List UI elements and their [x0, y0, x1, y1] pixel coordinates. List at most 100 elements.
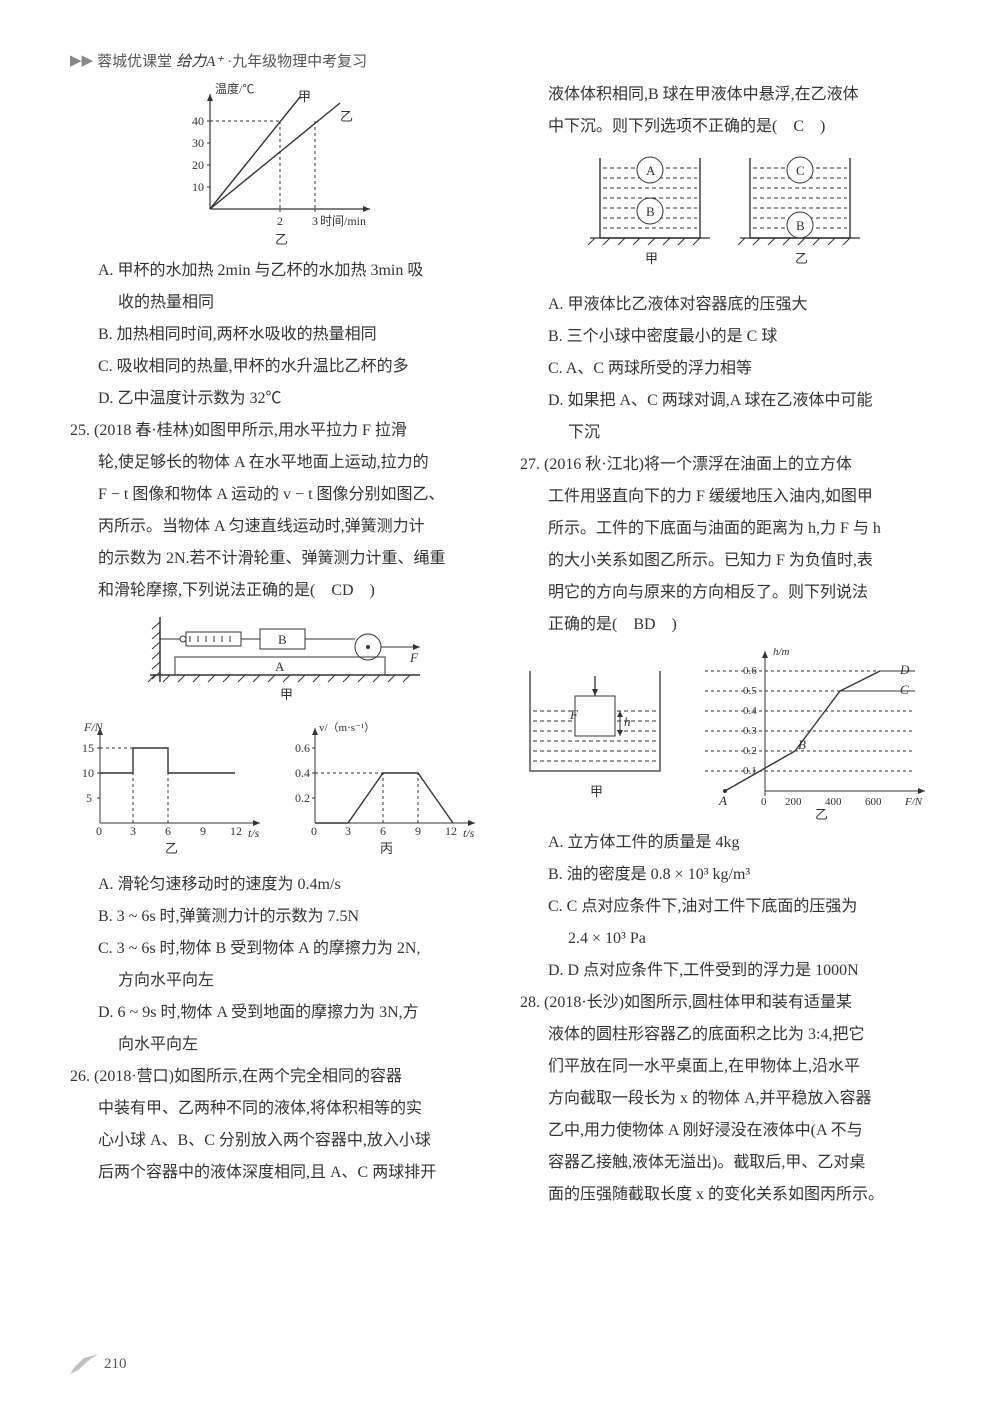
q28-l6: 容器乙接触,液体无溢出)。截取后,甲、乙对桌 [520, 1147, 940, 1179]
q25-l5: 的示数为 2N.若不计滑轮重、弹簧测力计重、绳重 [70, 543, 490, 575]
svg-text:12: 12 [445, 824, 457, 838]
q24-optA2: 收的热量相同 [70, 287, 490, 319]
q27-l6: 正确的是( BD ) [520, 609, 940, 641]
q25-optD1: D. 6 ~ 9s 时,物体 A 受到地面的摩擦力为 3N,方 [70, 997, 490, 1029]
svg-text:C: C [796, 163, 805, 178]
svg-text:甲: 甲 [280, 687, 293, 702]
svg-text:甲: 甲 [298, 89, 311, 104]
left-column: 10 20 30 40 2 3 温度/ [70, 79, 490, 1211]
svg-text:h/m: h/m [773, 646, 790, 658]
svg-text:C: C [900, 682, 909, 697]
q27-l5: 明它的方向与原来的方向相反了。则下列说法 [520, 577, 940, 609]
q25-l4: 丙所示。当物体 A 匀速直线运动时,弹簧测力计 [70, 511, 490, 543]
svg-text:F/N: F/N [904, 796, 923, 808]
q26-optD2: 下沉 [520, 417, 940, 449]
svg-text:10: 10 [192, 180, 204, 194]
svg-text:A: A [646, 163, 656, 178]
q25-optC1: C. 3 ~ 6s 时,物体 B 受到物体 A 的摩擦力为 2N, [70, 933, 490, 965]
q26-l2: 中装有甲、乙两种不同的液体,将体积相等的实 [70, 1093, 490, 1125]
svg-text:B: B [278, 632, 287, 647]
svg-text:10: 10 [82, 766, 94, 780]
svg-text:0: 0 [96, 824, 102, 838]
svg-text:12: 12 [230, 824, 242, 838]
svg-text:B: B [646, 204, 655, 219]
svg-text:6: 6 [380, 824, 386, 838]
q27-optA: A. 立方体工件的质量是 4kg [520, 827, 940, 859]
header-marker: ▶▶ [70, 51, 93, 70]
svg-text:0: 0 [311, 824, 317, 838]
svg-text:3: 3 [312, 214, 318, 228]
q24-optA1: A. 甲杯的水加热 2min 与乙杯的水加热 3min 吸 [70, 255, 490, 287]
svg-text:乙: 乙 [165, 841, 178, 856]
q26-l1: 26. (2018·营口)如图所示,在两个完全相同的容器 [70, 1061, 490, 1093]
svg-text:3: 3 [130, 824, 136, 838]
svg-text:6: 6 [165, 824, 171, 838]
q26c-l1: 液体体积相同,B 球在甲液体中悬浮,在乙液体 [520, 79, 940, 111]
fig25-jia: B F A [120, 607, 440, 707]
svg-text:40: 40 [192, 114, 204, 128]
q25-l1: 25. (2018 春·桂林)如图甲所示,用水平拉力 F 拉滑 [70, 415, 490, 447]
svg-text:A: A [718, 793, 727, 808]
header-text-a: 蓉城优课堂 [97, 50, 172, 71]
svg-text:丙: 丙 [380, 841, 393, 856]
q24-optD: D. 乙中温度计示数为 32℃ [70, 383, 490, 415]
svg-text:D: D [899, 662, 910, 677]
right-column: 液体体积相同,B 球在甲液体中悬浮,在乙液体 中下沉。则下列选项不正确的是( C… [520, 79, 940, 1211]
page-number: 210 [70, 1354, 127, 1374]
svg-text:乙: 乙 [795, 251, 808, 266]
q24-optC: C. 吸收相同的热量,甲杯的水升温比乙杯的多 [70, 351, 490, 383]
q27-optB: B. 油的密度是 0.8 × 10³ kg/m³ [520, 859, 940, 891]
svg-text:30: 30 [192, 136, 204, 150]
q28-l2: 液体的圆柱形容器乙的底面积之比为 3:4,把它 [520, 1019, 940, 1051]
svg-text:15: 15 [82, 741, 94, 755]
fig26: A B 甲 [570, 143, 890, 283]
q27-l4: 的大小关系如图乙所示。已知力 F 为负值时,表 [520, 545, 940, 577]
svg-text:20: 20 [192, 158, 204, 172]
q28-l1: 28. (2018·长沙)如图所示,圆柱体甲和装有适量某 [520, 987, 940, 1019]
q27-l1: 27. (2016 秋·江北)将一个漂浮在油面上的立方体 [520, 449, 940, 481]
svg-text:乙: 乙 [275, 232, 288, 247]
q27-optC1: C. C 点对应条件下,油对工件下底面的压强为 [520, 891, 940, 923]
svg-text:0.4: 0.4 [295, 766, 310, 780]
svg-text:3: 3 [345, 824, 351, 838]
svg-text:h: h [624, 714, 631, 729]
q26-optD1: D. 如果把 A、C 两球对调,A 球在乙液体中可能 [520, 385, 940, 417]
svg-text:2: 2 [277, 214, 283, 228]
svg-text:9: 9 [415, 824, 421, 838]
header-brand: 给力A⁺ [176, 50, 223, 71]
q26-optB: B. 三个小球中密度最小的是 C 球 [520, 321, 940, 353]
q28-l7: 面的压强随截取长度 x 的变化关系如图丙所示。 [520, 1179, 940, 1211]
q25-optB: B. 3 ~ 6s 时,弹簧测力计的示数为 7.5N [70, 901, 490, 933]
fig27: F h 甲 h/m F/N [520, 641, 940, 821]
q26-optC: C. A、C 两球所受的浮力相等 [520, 353, 940, 385]
svg-text:B: B [796, 218, 805, 233]
q25-l3: F − t 图像和物体 A 运动的 v − t 图像分别如图乙、 [70, 479, 490, 511]
svg-text:时间/min: 时间/min [320, 214, 366, 228]
svg-text:F/N: F/N [83, 720, 104, 734]
q26-l3: 心小球 A、B、C 分别放入两个容器中,放入小球 [70, 1125, 490, 1157]
q27-optD: D. D 点对应条件下,工件受到的浮力是 1000N [520, 955, 940, 987]
q26c-l2: 中下沉。则下列选项不正确的是( C ) [520, 111, 940, 143]
header-text-b: ·九年级物理中考复习 [227, 50, 367, 71]
fig24-chart: 10 20 30 40 2 3 温度/ [170, 79, 390, 249]
q25-optA: A. 滑轮匀速移动时的速度为 0.4m/s [70, 869, 490, 901]
svg-text:600: 600 [865, 796, 882, 808]
svg-text:t/s: t/s [463, 826, 475, 840]
svg-text:F: F [409, 650, 419, 665]
svg-text:乙: 乙 [815, 807, 828, 821]
svg-text:F: F [569, 707, 579, 722]
svg-text:A: A [275, 659, 285, 674]
q28-l3: 们平放在同一水平桌面上,在甲物体上,沿水平 [520, 1051, 940, 1083]
svg-text:9: 9 [200, 824, 206, 838]
svg-text:温度/℃: 温度/℃ [215, 81, 254, 96]
q24-optB: B. 加热相同时间,两杯水吸收的热量相同 [70, 319, 490, 351]
q26-l4: 后两个容器中的液体深度相同,且 A、C 两球排开 [70, 1157, 490, 1189]
svg-text:0.6: 0.6 [295, 741, 310, 755]
q25-optC2: 方向水平向左 [70, 965, 490, 997]
q25-l2: 轮,使足够长的物体 A 在水平地面上运动,拉力的 [70, 447, 490, 479]
svg-text:5: 5 [86, 791, 92, 805]
svg-text:乙: 乙 [340, 109, 353, 124]
svg-text:甲: 甲 [645, 251, 658, 266]
q27-l3: 所示。工件的下底面与油面的距离为 h,力 F 与 h [520, 513, 940, 545]
q25-optD2: 向水平向左 [70, 1029, 490, 1061]
